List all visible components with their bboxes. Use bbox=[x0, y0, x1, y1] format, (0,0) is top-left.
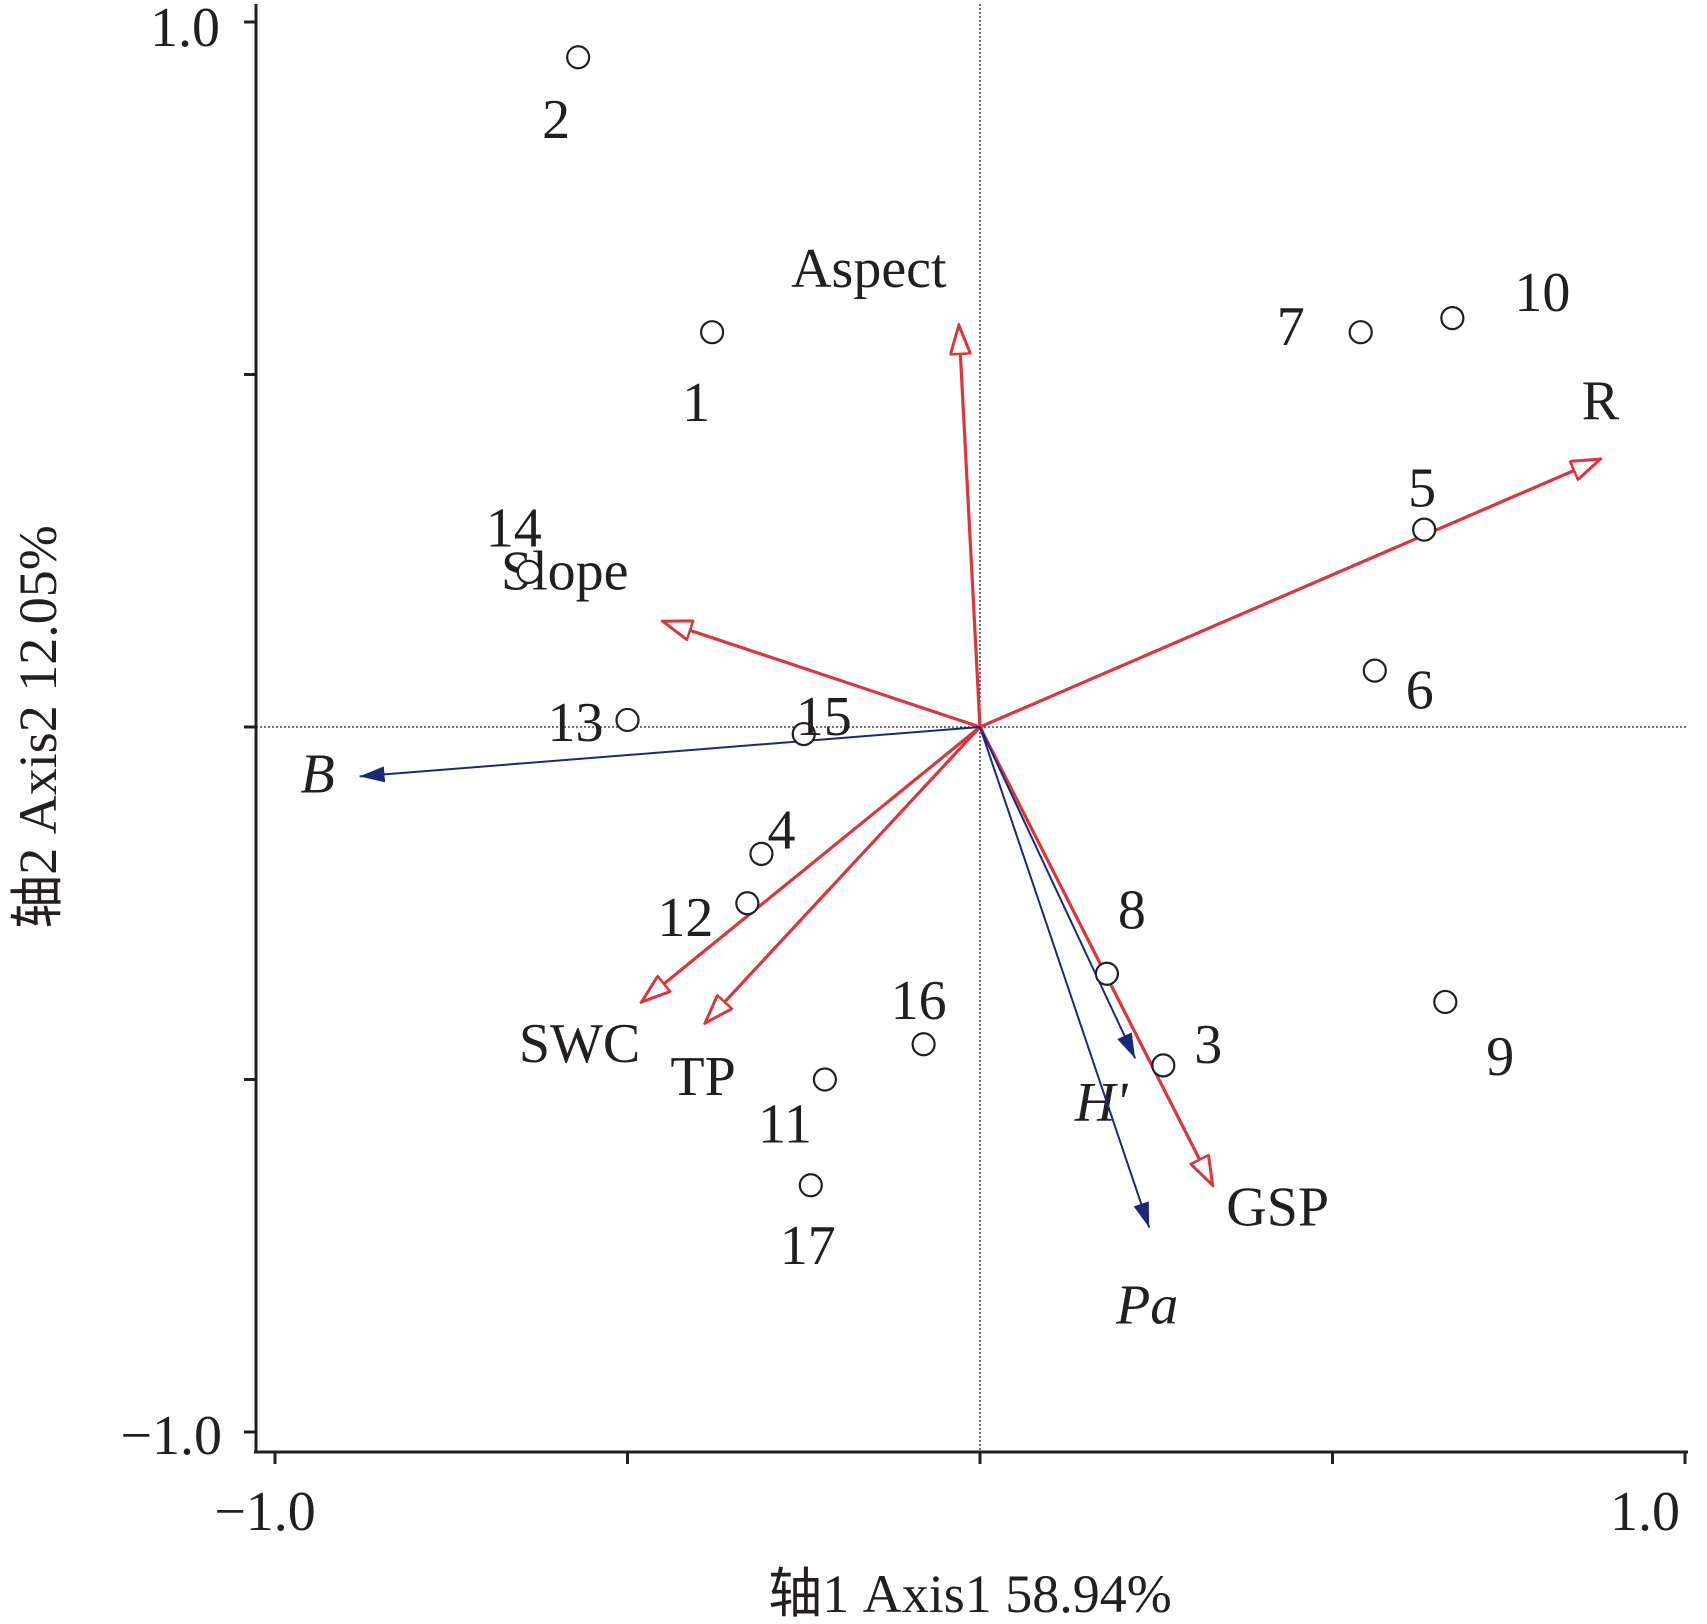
site-label-9: 9 bbox=[1486, 1026, 1514, 1088]
site-point-10 bbox=[1440, 306, 1465, 331]
y-axis-title: 轴2 Axis2 12.05% bbox=[8, 525, 68, 929]
site-point-8 bbox=[1094, 961, 1120, 986]
response-vectors: B H' Pa bbox=[300, 726, 1178, 1337]
env-vector-label-tp: TP bbox=[670, 1046, 735, 1108]
response-vector-r2 bbox=[979, 726, 1151, 1228]
env-vector-slope bbox=[663, 621, 981, 729]
y-tick-label-bottom: −1.0 bbox=[120, 1405, 222, 1467]
y-tick-label-top: 1.0 bbox=[150, 0, 220, 59]
x-tick-label-right: 1.0 bbox=[1610, 1481, 1680, 1543]
response-vector-r0 bbox=[359, 726, 981, 783]
site-point-3 bbox=[1151, 1053, 1176, 1078]
site-point-16 bbox=[911, 1032, 936, 1057]
site-label-4: 4 bbox=[767, 800, 795, 862]
site-label-11: 11 bbox=[758, 1093, 812, 1155]
response-vector-r1 bbox=[979, 726, 1137, 1059]
site-point-4 bbox=[749, 841, 774, 867]
site-point-12 bbox=[735, 891, 760, 916]
site-label-3: 3 bbox=[1194, 1014, 1222, 1076]
env-vector-label-gsp: GSP bbox=[1226, 1176, 1329, 1238]
site-label-7: 7 bbox=[1277, 296, 1305, 358]
site-point-7 bbox=[1348, 320, 1373, 345]
site-point-6 bbox=[1362, 658, 1387, 683]
response-vector-label-r0: B bbox=[300, 743, 334, 805]
env-vector-label-r: R bbox=[1582, 370, 1620, 432]
env-vector-label-aspect: Aspect bbox=[791, 238, 947, 300]
site-label-14: 14 bbox=[486, 498, 542, 560]
site-point-2 bbox=[566, 45, 591, 70]
response-vector-label-r2: Pa bbox=[1115, 1275, 1178, 1337]
site-label-13: 13 bbox=[548, 692, 604, 754]
site-point-15 bbox=[791, 721, 816, 747]
site-label-17: 17 bbox=[780, 1215, 836, 1277]
response-vector-label-r1: H' bbox=[1074, 1071, 1128, 1133]
site-point-5 bbox=[1412, 517, 1437, 542]
site-label-8: 8 bbox=[1118, 880, 1146, 942]
site-label-15: 15 bbox=[796, 686, 852, 748]
env-vector-aspect bbox=[959, 325, 982, 728]
env-vector-tp bbox=[705, 725, 982, 1023]
site-point-1 bbox=[699, 320, 725, 345]
env-vector-r bbox=[979, 459, 1600, 729]
site-label-2: 2 bbox=[542, 89, 570, 151]
site-point-17 bbox=[798, 1173, 823, 1198]
site-point-11 bbox=[812, 1067, 838, 1092]
site-label-5: 5 bbox=[1408, 457, 1436, 519]
x-tick-label-left: −1.0 bbox=[214, 1481, 316, 1543]
site-label-12: 12 bbox=[657, 887, 713, 949]
env-vector-gsp bbox=[978, 726, 1213, 1185]
axis-ticks bbox=[244, 20, 1687, 1464]
site-label-10: 10 bbox=[1514, 262, 1570, 324]
site-point-13 bbox=[615, 707, 640, 733]
site-point-9 bbox=[1433, 989, 1458, 1015]
env-vector-swc bbox=[642, 725, 982, 1002]
site-label-16: 16 bbox=[891, 970, 947, 1032]
site-label-6: 6 bbox=[1406, 659, 1434, 721]
site-label-1: 1 bbox=[682, 372, 710, 434]
x-axis-title: 轴1 Axis1 58.94% bbox=[768, 1564, 1172, 1624]
env-vector-label-swc: SWC bbox=[519, 1013, 640, 1075]
site-point-14 bbox=[516, 559, 541, 585]
